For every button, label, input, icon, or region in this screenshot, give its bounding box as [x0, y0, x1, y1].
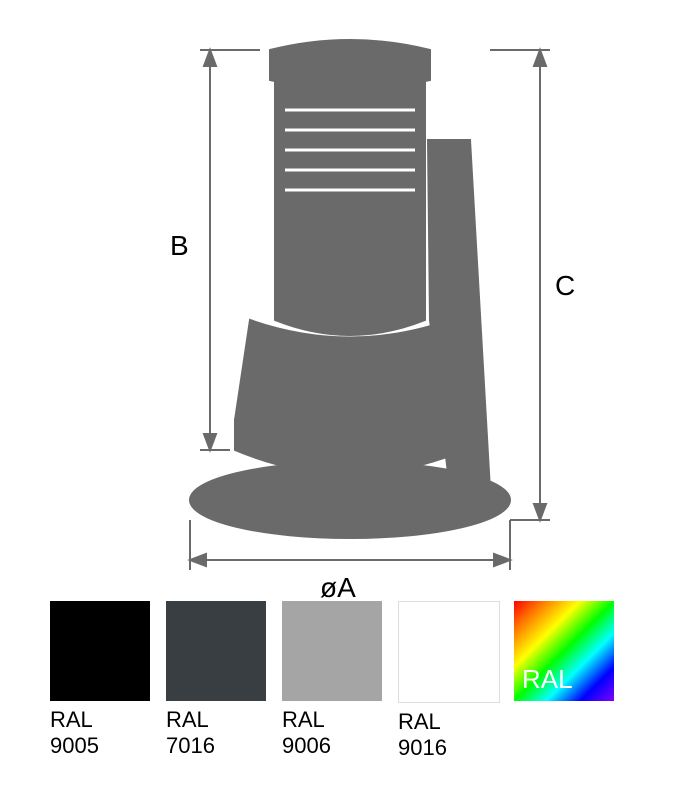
swatch-ral-7016: RAL 7016 [166, 601, 266, 760]
dimension-label-b: B [170, 230, 189, 262]
swatch-label: RAL 9016 [398, 709, 498, 760]
dimension-label-c: C [555, 270, 575, 302]
swatch-label: RAL 7016 [166, 707, 266, 758]
swatch-ral-9016: RAL 9016 [398, 601, 498, 760]
swatch-label: RAL 9006 [282, 707, 382, 758]
swatch-label: RAL [522, 665, 622, 695]
color-swatch-row: RAL 9005 RAL 7016 RAL 9006 RAL 9016 RAL [50, 601, 614, 760]
swatch-box-rainbow: RAL [514, 601, 614, 701]
swatch-box [398, 601, 500, 703]
swatch-box [282, 601, 382, 701]
swatch-box [50, 601, 150, 701]
swatch-ral-9006: RAL 9006 [282, 601, 382, 760]
canvas: B C øA RAL 9005 RAL 7016 RAL 9006 RAL 90… [0, 0, 700, 800]
dimension-label-oa: øA [320, 572, 356, 604]
swatch-box [166, 601, 266, 701]
swatch-label: RAL 9005 [50, 707, 150, 758]
technical-drawing: B C øA [50, 20, 650, 620]
swatch-ral-9005: RAL 9005 [50, 601, 150, 760]
swatch-ral-custom: RAL [514, 601, 614, 760]
